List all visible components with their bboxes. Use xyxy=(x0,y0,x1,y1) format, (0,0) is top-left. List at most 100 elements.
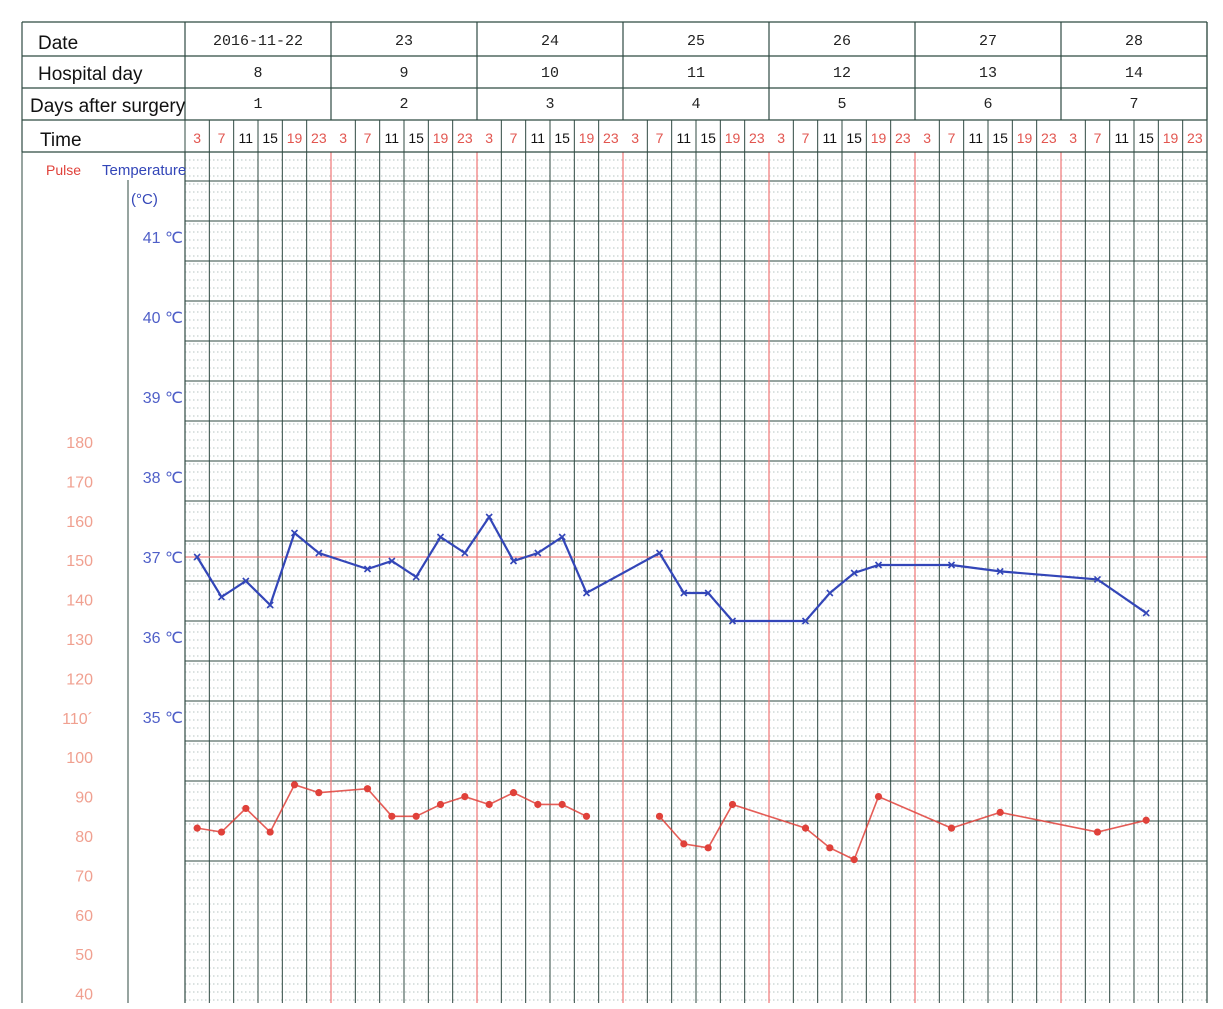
time-slot-label: 3 xyxy=(631,130,639,146)
time-slot-label: 7 xyxy=(218,130,226,146)
hospital-day-value: 10 xyxy=(541,65,559,82)
temperature-point xyxy=(704,589,712,597)
temperature-tick-label: 41 ℃ xyxy=(143,230,183,247)
pulse-legend-label: Pulse xyxy=(46,162,81,178)
temperature-point-stroke xyxy=(461,549,469,557)
pulse-tick-label: 50 xyxy=(75,947,93,964)
temperature-tick-label: 35 ℃ xyxy=(143,710,183,727)
pulse-tick-label: 160 xyxy=(66,514,93,531)
pulse-tick-label: 40 xyxy=(75,987,93,1004)
temperature-point-stroke xyxy=(996,567,1004,575)
pulse-point xyxy=(558,800,566,809)
temperature-point xyxy=(461,549,469,557)
temperature-tick-label: 40 ℃ xyxy=(143,310,183,327)
pulse-point xyxy=(1142,816,1150,824)
time-slot-label: 15 xyxy=(992,130,1008,146)
time-slot-label: 19 xyxy=(287,130,303,146)
pulse-point xyxy=(655,812,664,820)
temperature-tick-label: 36 ℃ xyxy=(143,630,183,647)
temperature-point-stroke xyxy=(1093,575,1102,583)
temperature-point-stroke xyxy=(582,589,591,597)
time-slot-label: 19 xyxy=(871,130,887,146)
temperature-point-stroke xyxy=(388,557,396,565)
temperature-point-stroke xyxy=(680,589,688,597)
time-slot-label: 11 xyxy=(531,130,546,146)
time-slot-label: 15 xyxy=(700,130,716,146)
hospital-day-value: 11 xyxy=(687,65,705,82)
date-value: 2016-11-22 xyxy=(213,33,303,50)
time-slot-label: 3 xyxy=(193,130,201,146)
time-slot-label: 11 xyxy=(239,130,254,146)
temperature-point-stroke xyxy=(850,569,858,577)
temperature-point-stroke xyxy=(217,593,226,601)
time-slot-label: 19 xyxy=(433,130,449,146)
temperature-point xyxy=(801,617,810,625)
time-slot-label: 11 xyxy=(677,130,692,146)
pulse-tick-label: 90 xyxy=(75,790,93,807)
temperature-point-stroke xyxy=(509,557,518,565)
days-after-surgery-value: 7 xyxy=(1129,96,1138,113)
temperature-point xyxy=(315,549,323,557)
hospital-day-value: 13 xyxy=(979,65,997,82)
time-slot-label: 15 xyxy=(846,130,862,146)
pulse-point xyxy=(290,781,299,789)
temperature-point xyxy=(290,529,299,537)
temperature-point xyxy=(947,561,956,569)
temperature-point-stroke xyxy=(728,617,737,625)
temperature-point-stroke xyxy=(826,589,834,597)
pulse-point xyxy=(388,812,396,820)
temperature-point-stroke xyxy=(947,561,956,569)
time-slot-label: 11 xyxy=(823,130,838,146)
temperature-tick-label: 39 ℃ xyxy=(143,390,183,407)
temperature-line xyxy=(196,514,1147,623)
time-slot-label: 7 xyxy=(656,130,664,146)
pulse-tick-label: 140 xyxy=(66,593,93,610)
time-slot-label: 23 xyxy=(1041,130,1057,146)
pulse-tick-label: 80 xyxy=(75,829,93,846)
temperature-point xyxy=(217,593,226,601)
temperature-point xyxy=(534,549,542,557)
time-slot-label: 11 xyxy=(969,130,984,146)
date-value: 28 xyxy=(1125,33,1143,50)
temperature-point xyxy=(509,557,518,565)
temperature-point xyxy=(485,513,493,521)
date-value: 23 xyxy=(395,33,413,50)
temperature-point xyxy=(558,533,566,541)
temperature-point xyxy=(1142,609,1150,617)
temperature-unit-label: (°C) xyxy=(131,191,158,208)
pulse-tick-label: 110´ xyxy=(62,711,93,728)
temperature-point xyxy=(436,533,445,541)
temperature-tick-label: 38 ℃ xyxy=(143,470,183,487)
date-label: Date xyxy=(38,33,78,54)
temperature-point xyxy=(242,577,250,585)
pulse-point xyxy=(412,812,420,820)
time-slot-label: 11 xyxy=(385,130,400,146)
days-after-surgery-value: 3 xyxy=(545,96,554,113)
days-after-surgery-value: 1 xyxy=(253,96,262,113)
temperature-point-stroke xyxy=(534,549,542,557)
pulse-tick-label: 170 xyxy=(66,474,93,491)
time-slot-label: 11 xyxy=(1115,130,1130,146)
pulse-point xyxy=(534,800,542,809)
time-slot-label: 23 xyxy=(895,130,911,146)
temperature-point xyxy=(850,569,858,577)
pulse-point xyxy=(242,804,250,813)
temperature-point xyxy=(1093,575,1102,583)
pulse-tick-label: 130 xyxy=(66,632,93,649)
time-slot-label: 23 xyxy=(603,130,619,146)
pulse-line xyxy=(197,783,587,834)
pulse-point xyxy=(461,793,469,801)
pulse-point xyxy=(874,793,883,801)
pulse-point xyxy=(728,800,737,809)
temperature-point-stroke xyxy=(315,549,323,557)
time-slot-label: 15 xyxy=(554,130,570,146)
temperature-point-stroke xyxy=(290,529,299,537)
time-slot-label: 15 xyxy=(1138,130,1154,146)
time-slot-label: 23 xyxy=(457,130,473,146)
pulse-point xyxy=(436,800,445,809)
pulse-point xyxy=(1093,828,1102,836)
pulse-point xyxy=(485,800,493,809)
temperature-tick-label: 37 ℃ xyxy=(143,550,183,567)
hospital-day-value: 14 xyxy=(1125,65,1143,82)
temperature-point-stroke xyxy=(485,513,493,521)
